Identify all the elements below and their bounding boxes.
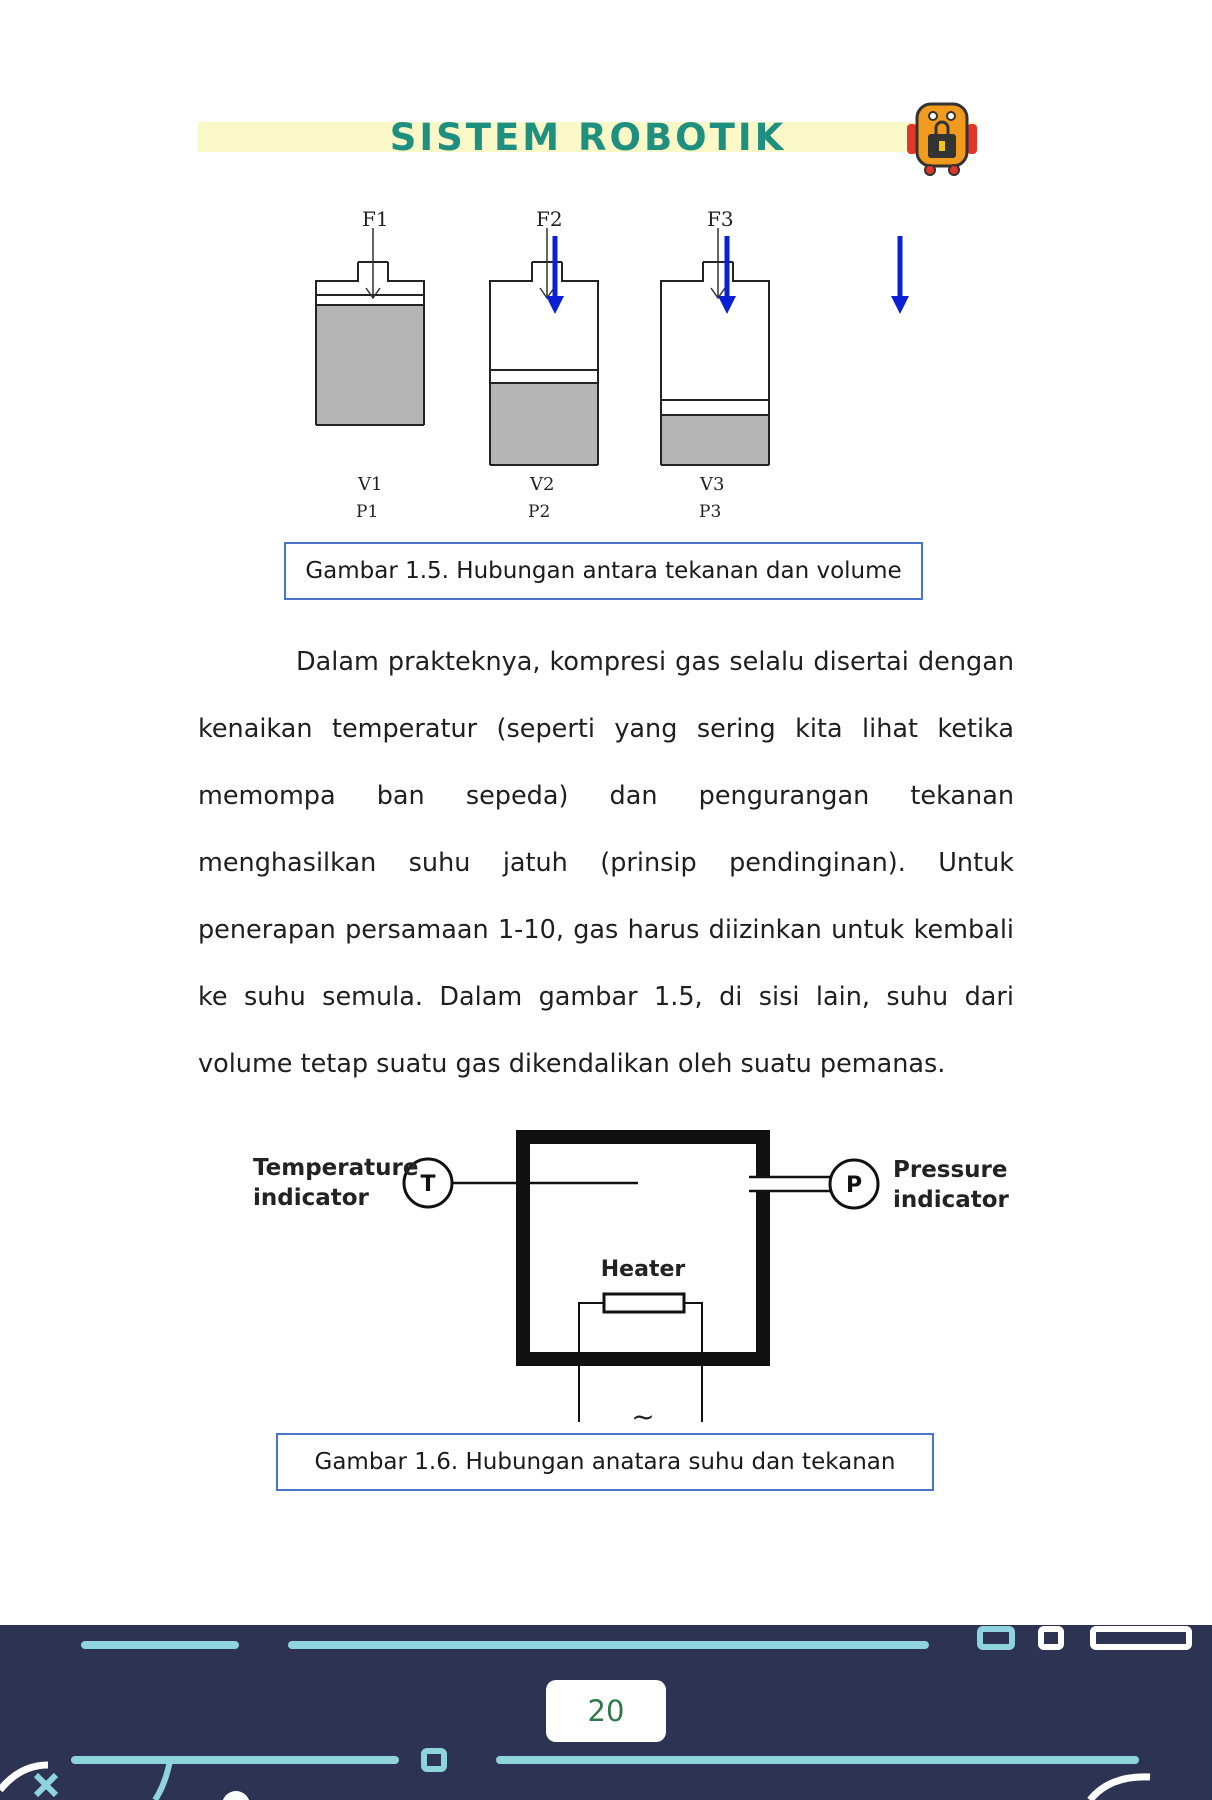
blue-arrow-icon xyxy=(891,236,909,314)
pressure-label-line-2: indicator xyxy=(893,1187,1010,1213)
cylinder-2 xyxy=(489,228,599,466)
heater-element xyxy=(602,1292,686,1314)
paragraph-line: penerapan persamaan 1-10, gas harus diiz… xyxy=(198,915,1014,945)
page-number: 20 xyxy=(546,1680,666,1742)
paragraph-line: tetap suatu gas dikendalikan oleh suatu … xyxy=(300,1049,946,1079)
temperature-label-line-1: Temperature xyxy=(253,1155,418,1181)
temperature-label-line-2: indicator xyxy=(253,1185,370,1211)
temperature-symbol: T xyxy=(420,1172,435,1197)
heater-label: Heater xyxy=(601,1257,686,1282)
paragraph-line: menghasilkan suhu jatuh (prinsip pending… xyxy=(198,848,1014,878)
cylinder-3 xyxy=(660,228,770,466)
pressure-label-line-1: Pressure xyxy=(893,1157,1008,1183)
label-v3: V3 xyxy=(699,474,724,495)
temperature-gauge xyxy=(402,1157,454,1209)
page-title: SISTEM ROBOTIK xyxy=(389,116,787,159)
label-v1: V1 xyxy=(357,474,382,495)
label-f3: F3 xyxy=(707,207,734,231)
label-p3: P3 xyxy=(699,502,721,522)
body-paragraph: Dalam prakteknya, kompresi gas selalu di… xyxy=(198,629,1014,1098)
header-highlight-band xyxy=(198,122,978,152)
figure-caption-2: Gambar 1.6. Hubungan anatara suhu dan te… xyxy=(276,1433,934,1491)
robot-icon xyxy=(902,98,982,178)
pressure-symbol: P xyxy=(846,1173,862,1198)
ac-symbol: ~ xyxy=(631,1400,654,1430)
footer-decoration xyxy=(0,1626,1192,1800)
paragraph-line: kenaikan temperatur (seperti yang sering… xyxy=(198,714,1014,744)
paragraph-line: memompa ban sepeda) dan pengurangan teka… xyxy=(198,781,1014,811)
label-p1: P1 xyxy=(356,502,378,522)
gas-container xyxy=(516,1130,770,1366)
cylinder-1 xyxy=(315,228,425,426)
figure-caption-1: Gambar 1.5. Hubungan antara tekanan dan … xyxy=(284,542,923,600)
paragraph-line: Dalam prakteknya, kompresi gas selalu di… xyxy=(296,647,1014,677)
paragraph-line: ke suhu semula. Dalam gambar 1.5, di sis… xyxy=(198,982,1014,1079)
label-v2: V2 xyxy=(529,474,554,495)
temperature-pressure-figure: T P Temperature indicator Pressure indic… xyxy=(253,1130,1010,1430)
pressure-gauge xyxy=(828,1158,880,1210)
label-p2: P2 xyxy=(528,502,550,522)
label-f2: F2 xyxy=(536,207,563,231)
pressure-volume-figure: F1 F2 F3 V1 V2 V3 P1 P2 P3 xyxy=(315,207,909,522)
label-f1: F1 xyxy=(362,207,389,231)
